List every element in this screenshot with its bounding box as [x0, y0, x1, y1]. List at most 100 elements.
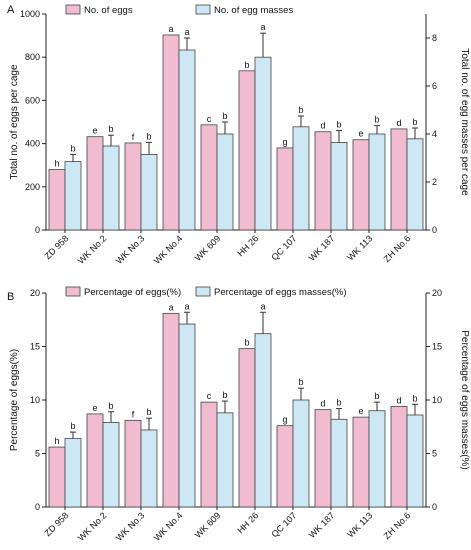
y-right-tick-label: 15 — [432, 342, 442, 352]
y-left-tick-label: 1000 — [20, 9, 40, 19]
bar — [102, 145, 120, 231]
significance-label: a — [168, 302, 173, 312]
legend-swatch — [195, 4, 211, 15]
bar — [216, 133, 234, 231]
x-tick-label: QC 107 — [269, 510, 298, 539]
significance-label: a — [184, 27, 189, 37]
bar — [162, 312, 180, 508]
significance-label: g — [282, 415, 287, 425]
bar — [352, 416, 370, 508]
x-tick-label: WK 609 — [193, 510, 223, 540]
bar — [352, 139, 370, 231]
significance-label: c — [207, 391, 212, 401]
significance-label: f — [132, 132, 135, 142]
x-tick-label: WK No.4 — [152, 510, 185, 543]
legend-label: No. of eggs — [84, 5, 133, 16]
x-tick-label: WK No.4 — [152, 233, 185, 266]
y-left-tick-label: 400 — [25, 139, 40, 149]
bar — [162, 34, 180, 231]
significance-label: h — [54, 159, 59, 169]
bar — [238, 348, 256, 508]
significance-label: e — [92, 126, 97, 136]
panel-b: B 0 5 10 15 20 0 5 10 15 20 Percentage of eggs(%) Pe… — [7, 286, 470, 543]
significance-label: b — [108, 124, 113, 134]
significance-label: b — [298, 105, 303, 115]
y-right-tick-label: 10 — [432, 395, 442, 405]
x-tick-label: WK No.3 — [114, 233, 147, 266]
significance-label: b — [412, 393, 417, 403]
y-right-tick-label: 2 — [432, 177, 437, 187]
significance-label: a — [260, 22, 265, 32]
bar — [102, 422, 120, 508]
significance-label: b — [298, 377, 303, 387]
bar — [254, 56, 272, 231]
significance-label: b — [336, 398, 341, 408]
bar — [276, 147, 294, 231]
y-axis-left-title: Total no. of eggs per cage — [9, 64, 20, 180]
bar — [238, 70, 256, 231]
y-left-tick-label: 800 — [25, 52, 40, 62]
y-right-tick-label: 5 — [432, 449, 437, 459]
bar — [140, 153, 158, 231]
bar — [406, 414, 424, 508]
x-tick-label: ZH No.6 — [382, 233, 413, 264]
significance-label: d — [396, 118, 401, 128]
x-tick-label: WK 113 — [345, 510, 374, 539]
significance-label: f — [132, 409, 135, 419]
bar — [48, 169, 66, 231]
x-tick-label: ZD 958 — [42, 510, 70, 538]
legend-label: Percentage of eggs(%) — [84, 287, 181, 298]
y-left-tick-label: 0 — [35, 225, 40, 235]
y-left-tick-label: 600 — [25, 95, 40, 105]
bar — [314, 131, 332, 231]
significance-label: g — [282, 137, 287, 147]
significance-label: d — [320, 399, 325, 409]
panel-a: A 0 200 400 600 800 1000 0 2 4 6 8 Total no. of eggs… — [7, 4, 470, 266]
legend-label: Percentage of eggs masses(%) — [214, 287, 347, 298]
y-right-tick-label: 4 — [432, 129, 437, 139]
significance-label: a — [168, 24, 173, 34]
significance-label: d — [396, 395, 401, 405]
significance-label: a — [260, 301, 265, 311]
bar — [406, 138, 424, 231]
bar — [140, 429, 158, 508]
y-left-tick-label: 200 — [25, 182, 40, 192]
significance-label: b — [108, 401, 113, 411]
significance-label: e — [358, 129, 363, 139]
bar — [276, 425, 294, 508]
bar — [330, 141, 348, 231]
significance-label: c — [207, 114, 212, 124]
significance-label: b — [146, 131, 151, 141]
bar — [64, 161, 82, 231]
bar — [124, 419, 142, 508]
bar — [390, 128, 408, 231]
bar — [200, 401, 218, 508]
significance-label: h — [54, 436, 59, 446]
bar — [64, 438, 82, 508]
x-tick-label: WK No.2 — [76, 510, 109, 543]
y-left-tick-label: 20 — [30, 288, 40, 298]
significance-label: b — [244, 60, 249, 70]
significance-label: d — [320, 121, 325, 131]
significance-label: e — [92, 403, 97, 413]
significance-label: b — [336, 119, 341, 129]
significance-label: b — [222, 390, 227, 400]
x-tick-label: WK No.2 — [76, 233, 109, 266]
bar — [200, 124, 218, 231]
bar — [292, 126, 310, 231]
y-right-tick-label: 6 — [432, 81, 437, 91]
bar — [178, 49, 196, 231]
bar — [86, 136, 104, 231]
bar — [330, 418, 348, 508]
bar — [124, 142, 142, 231]
x-tick-label: ZH No.6 — [382, 510, 413, 541]
x-tick-label: QC 107 — [269, 233, 298, 262]
y-left-tick-label: 15 — [30, 342, 40, 352]
significance-label: b — [412, 117, 417, 127]
y-axis-right-title: Total no. of egg masses per cage — [459, 48, 470, 196]
panel-letter: A — [7, 4, 15, 16]
bar — [314, 409, 332, 508]
y-left-tick-label: 10 — [30, 395, 40, 405]
bar — [216, 412, 234, 508]
